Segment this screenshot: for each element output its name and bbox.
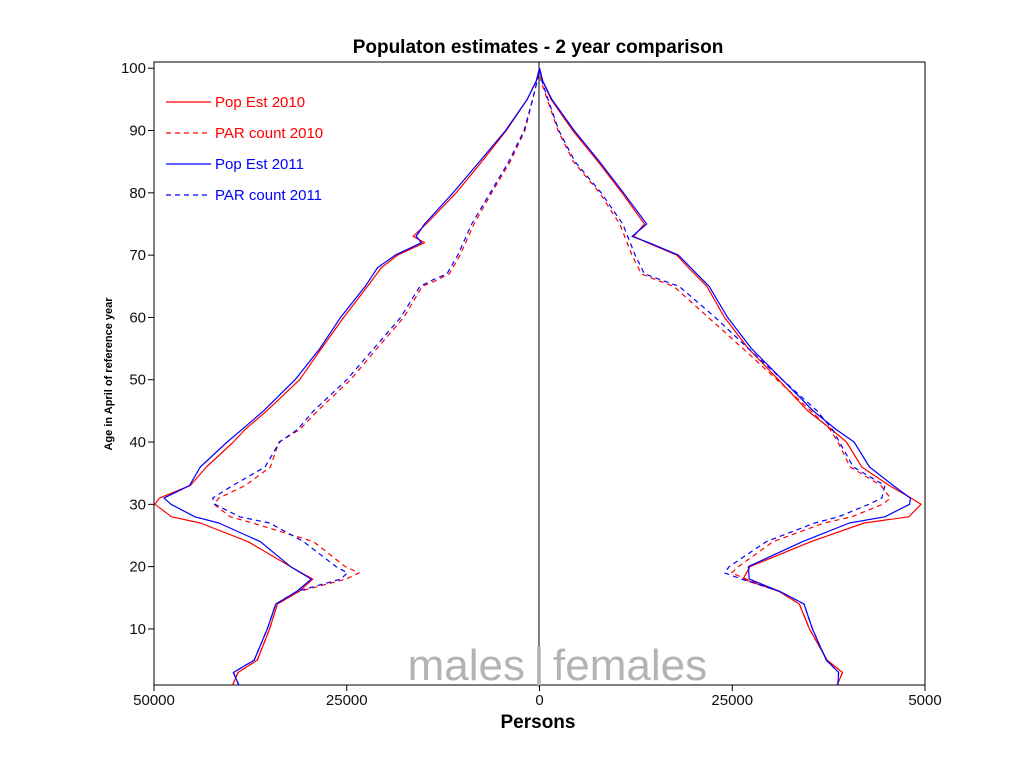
y-tick-label: 20 bbox=[129, 559, 146, 576]
x-axis-ticks: 50000 25000 0 25000 5000 bbox=[133, 685, 942, 709]
legend: Pop Est 2010 PAR count 2010 Pop Est 2011 PA… bbox=[166, 94, 323, 204]
series-line-pop-est-2011-females bbox=[538, 68, 912, 686]
series-line-pop-est-2011-males bbox=[163, 68, 541, 686]
y-tick-label: 60 bbox=[129, 309, 146, 326]
x-tick-label: 0 bbox=[535, 692, 543, 709]
series-line-par-count-2010-males bbox=[213, 68, 541, 686]
watermark-separator: | bbox=[533, 639, 544, 688]
x-tick-label: 50000 bbox=[133, 692, 175, 709]
legend-entry: Pop Est 2011 bbox=[215, 156, 304, 173]
y-axis-ticks: 10 20 30 40 50 60 70 80 90 100 bbox=[121, 60, 154, 638]
chart-title: Populaton estimates - 2 year comparison bbox=[353, 37, 724, 58]
y-tick-label: 90 bbox=[129, 123, 146, 140]
series-line-par-count-2011-males bbox=[212, 68, 541, 686]
series-line-pop-est-2010-males bbox=[154, 68, 541, 686]
series-line-par-count-2010-females bbox=[538, 68, 891, 686]
x-axis-label: Persons bbox=[501, 712, 576, 733]
y-tick-label: 40 bbox=[129, 434, 146, 451]
y-axis-label: Age in April of reference year bbox=[103, 297, 115, 451]
y-tick-label: 10 bbox=[129, 621, 146, 638]
series-layer bbox=[154, 68, 922, 686]
legend-entry: PAR count 2011 bbox=[215, 187, 322, 204]
watermark-females: females bbox=[553, 641, 707, 690]
legend-entry: Pop Est 2010 bbox=[215, 94, 305, 111]
legend-entry: PAR count 2010 bbox=[215, 125, 323, 142]
y-tick-label: 50 bbox=[129, 372, 146, 389]
series-line-pop-est-2010-females bbox=[538, 68, 922, 686]
y-tick-label: 100 bbox=[121, 60, 146, 77]
series-line-par-count-2011-females bbox=[538, 68, 886, 686]
y-tick-label: 30 bbox=[129, 496, 146, 513]
y-tick-label: 70 bbox=[129, 247, 146, 264]
watermark-males: males bbox=[408, 641, 525, 690]
x-tick-label: 25000 bbox=[711, 692, 753, 709]
x-tick-label: 5000 bbox=[908, 692, 941, 709]
x-tick-label: 25000 bbox=[326, 692, 368, 709]
y-tick-label: 80 bbox=[129, 185, 146, 202]
